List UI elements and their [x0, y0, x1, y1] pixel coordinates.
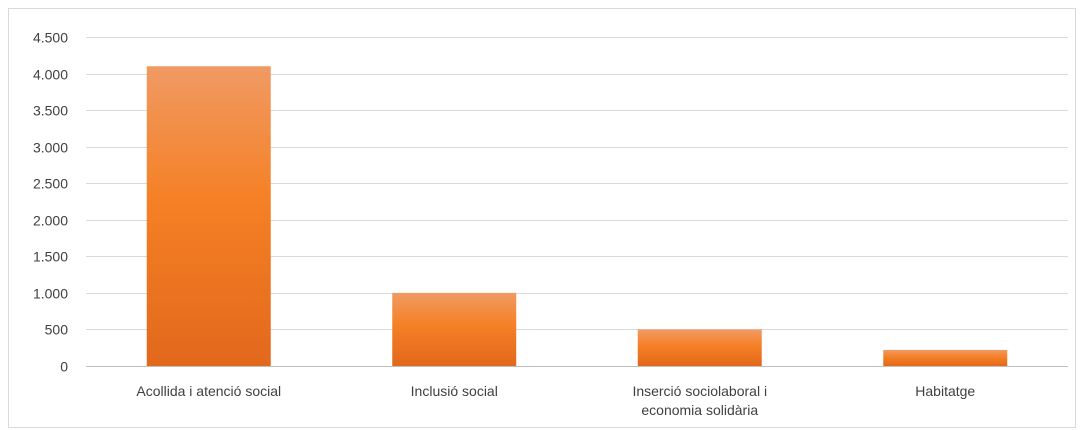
- y-tick-label: 4.000: [33, 67, 68, 83]
- bars: [146, 66, 1008, 366]
- y-tick-label: 2.000: [33, 213, 68, 229]
- x-category-label: Inserció sociolaboral i: [632, 383, 767, 399]
- bar: [392, 292, 517, 366]
- x-category-label: Habitatge: [915, 383, 975, 399]
- y-tick-label: 1.500: [33, 249, 68, 265]
- labels: 0 500 1.000 1.500 2.000 2.500 3.000 3.500 4.000 4…: [33, 30, 975, 419]
- x-category-label: economia solidària: [641, 402, 758, 418]
- y-tick-label: 3.500: [33, 103, 68, 119]
- bar: [883, 349, 1008, 366]
- y-tick-label: 500: [45, 322, 69, 338]
- x-category-label: Acollida i atenció social: [136, 383, 281, 399]
- y-tick-label: 3.000: [33, 140, 68, 156]
- bar: [146, 66, 271, 366]
- bar: [637, 329, 762, 366]
- y-tick-label: 4.500: [33, 30, 68, 46]
- y-tick-label: 1.000: [33, 286, 68, 302]
- x-category-label: Inclusió social: [411, 383, 498, 399]
- y-tick-label: 2.500: [33, 176, 68, 192]
- y-tick-label: 0: [60, 359, 68, 375]
